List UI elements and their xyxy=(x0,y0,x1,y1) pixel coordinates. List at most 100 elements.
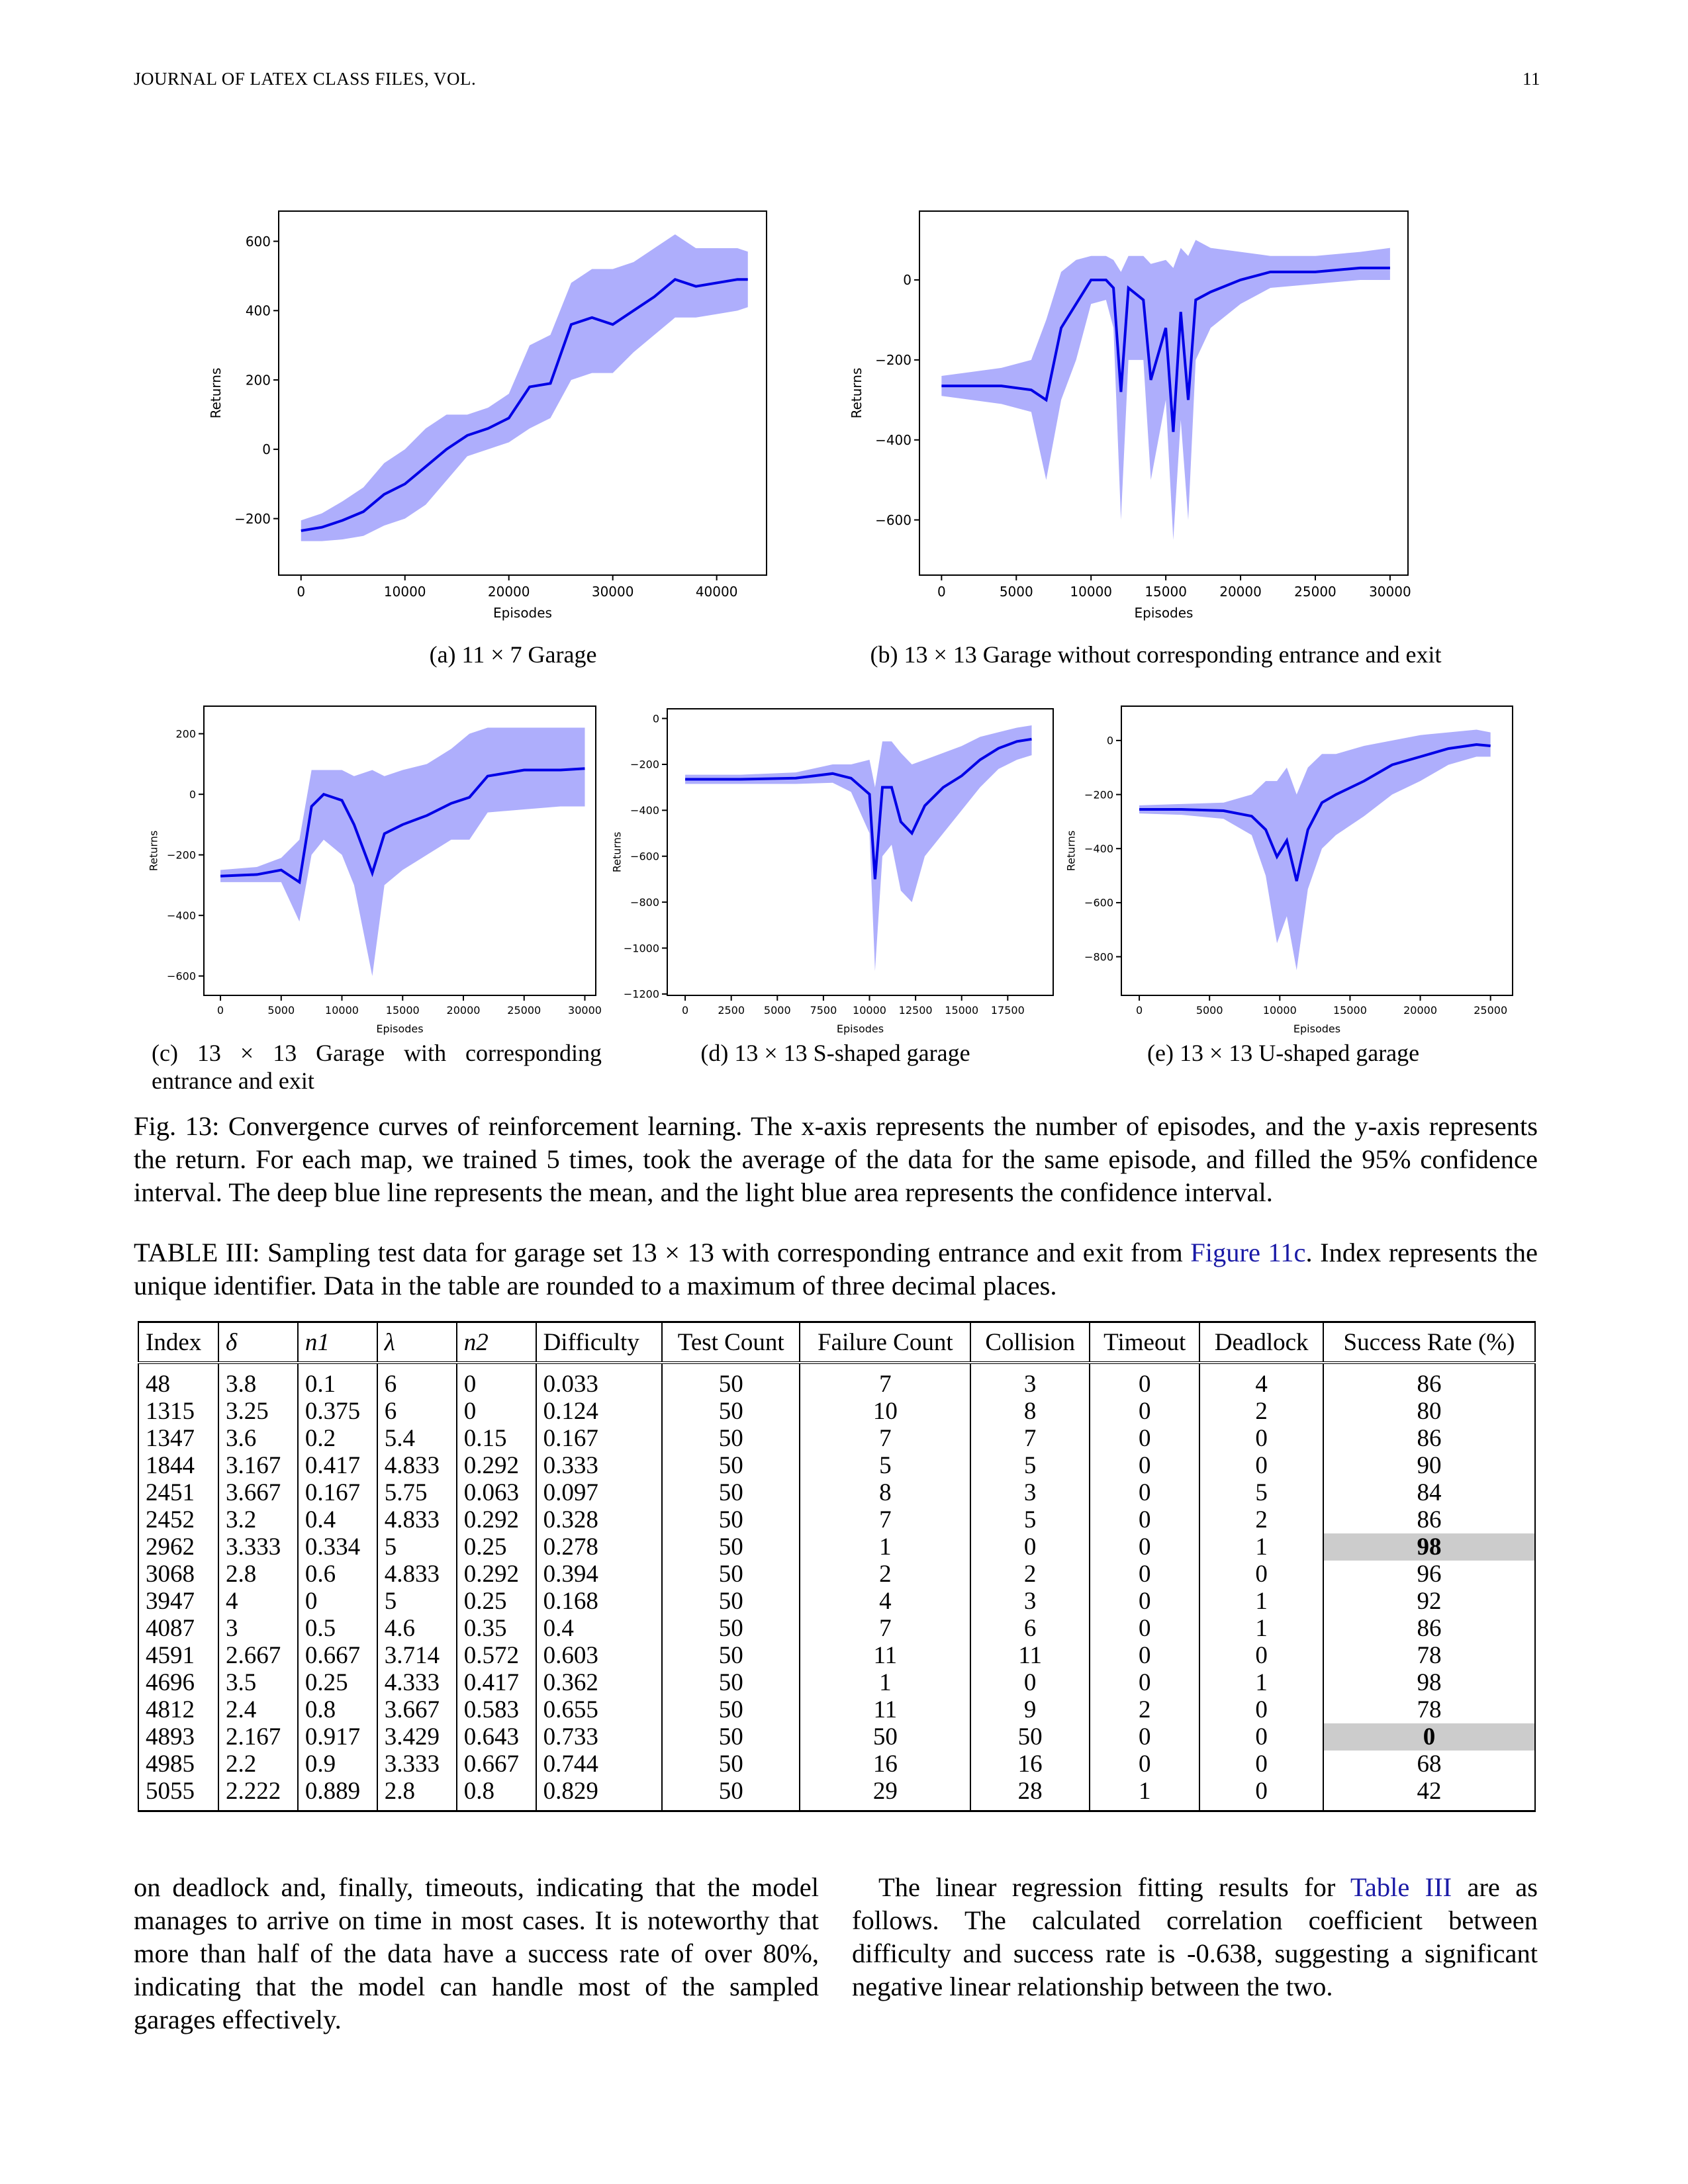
table-cell: 50 xyxy=(661,1642,800,1669)
y-tick-label: −200 xyxy=(167,848,196,861)
table-cell: 0.25 xyxy=(455,1533,536,1561)
table-cell: 11 xyxy=(970,1642,1090,1669)
table-cell: 4696 xyxy=(137,1669,219,1696)
table-cell: 86 xyxy=(1322,1506,1536,1533)
confidence-band xyxy=(220,727,585,976)
table-cell: 50 xyxy=(661,1723,800,1751)
x-tick-label: 40000 xyxy=(696,584,738,600)
x-tick-label: 10000 xyxy=(853,1004,886,1017)
table-cell: 50 xyxy=(661,1751,800,1778)
table-cell: 0.124 xyxy=(535,1398,663,1425)
axes-frame xyxy=(203,705,596,996)
table-cell: 3 xyxy=(970,1479,1090,1506)
subfigure-caption: (e) 13 × 13 U-shaped garage xyxy=(1147,1040,1420,1066)
y-tick-label: −1200 xyxy=(624,988,659,1001)
x-tick-label: 25000 xyxy=(507,1004,541,1017)
table-cell: 3 xyxy=(970,1363,1090,1398)
mean-line xyxy=(1139,743,1491,882)
x-tick-label: 15000 xyxy=(1145,584,1187,600)
table-cell: 4893 xyxy=(137,1723,219,1751)
table-cell: 50 xyxy=(661,1363,800,1398)
table-cell: 48 xyxy=(137,1363,219,1398)
y-tick-label: −600 xyxy=(875,512,912,528)
x-tick-label: 5000 xyxy=(1196,1004,1223,1017)
table-cell: 4.833 xyxy=(376,1452,457,1479)
table-cell: 4.833 xyxy=(376,1561,457,1588)
table-cell: 16 xyxy=(970,1751,1090,1778)
y-tick-label: −200 xyxy=(1084,788,1113,801)
x-axis-label: Episodes xyxy=(1135,605,1194,621)
table-cell: 50 xyxy=(661,1778,800,1811)
x-tick-label: 15000 xyxy=(1333,1004,1367,1017)
table-cell: 0.583 xyxy=(455,1696,536,1723)
y-axis-label: Returns xyxy=(849,368,865,419)
y-tick-label: 0 xyxy=(903,272,912,288)
caption-text: . Index represents the unique identifier… xyxy=(134,1238,1538,1300)
table-row: 4893 2.167 0.917 3.429 0.643 0.733 50 50 50 0 0 0 xyxy=(137,1723,1536,1751)
table-cell: 4.333 xyxy=(376,1669,457,1696)
table-cell: 3.5 xyxy=(218,1669,298,1696)
axes-frame xyxy=(278,210,767,576)
table-cell: 1315 xyxy=(137,1398,219,1425)
subfigure-caption: (d) 13 × 13 S-shaped garage xyxy=(700,1040,970,1066)
table-cell: 4.6 xyxy=(376,1615,457,1642)
table-cell: 0 xyxy=(1088,1588,1200,1615)
table-cell: 0.655 xyxy=(535,1696,663,1723)
table-cell: 50 xyxy=(799,1723,971,1751)
table-cell: 0 xyxy=(1199,1751,1323,1778)
table-cell: 50 xyxy=(661,1506,800,1533)
table-cell: 0.168 xyxy=(535,1588,663,1615)
column-header: Failure Count xyxy=(799,1322,971,1364)
table-cell: 3.667 xyxy=(376,1696,457,1723)
table-cell: 0.375 xyxy=(297,1398,377,1425)
table-cell: 0 xyxy=(1199,1452,1323,1479)
subplot: 0 5000 10000 15000 20000 25000 30000 −600 −400 −2… xyxy=(849,210,1411,621)
table-cell: 0.292 xyxy=(455,1561,536,1588)
x-tick-label: 0 xyxy=(1136,1004,1143,1017)
table-cell: 0.417 xyxy=(297,1452,377,1479)
table-cell: 90 xyxy=(1322,1452,1536,1479)
table-row: 2962 3.333 0.334 5 0.25 0.278 50 1 0 0 1 98 xyxy=(137,1533,1536,1561)
figure-link[interactable]: Figure 11c xyxy=(1190,1238,1306,1267)
table-row: 2452 3.2 0.4 4.833 0.292 0.328 50 7 5 0 2 86 xyxy=(137,1506,1536,1533)
table-cell: 0 xyxy=(1199,1642,1323,1669)
table-cell: 0 xyxy=(1088,1751,1200,1778)
table-cell: 50 xyxy=(661,1398,800,1425)
table-row: 3947 4 0 5 0.25 0.168 50 4 3 0 1 92 xyxy=(137,1588,1536,1615)
y-tick-label: −400 xyxy=(167,909,196,922)
table-cell: 50 xyxy=(661,1669,800,1696)
table-cell: 0 xyxy=(1088,1615,1200,1642)
x-tick-label: 12500 xyxy=(899,1004,933,1017)
column-header: λ xyxy=(376,1322,457,1364)
x-tick-label: 10000 xyxy=(1070,584,1112,600)
column-header: n1 xyxy=(297,1322,377,1364)
confidence-band xyxy=(685,725,1032,972)
table-cell: 6 xyxy=(970,1615,1090,1642)
table-row: 4087 3 0.5 4.6 0.35 0.4 50 7 6 0 1 86 xyxy=(137,1615,1536,1642)
table-cell: 0.643 xyxy=(455,1723,536,1751)
table-cell: 2 xyxy=(1199,1506,1323,1533)
y-tick-label: 400 xyxy=(246,303,271,319)
y-tick-label: −600 xyxy=(630,850,659,863)
table-cell: 0.8 xyxy=(297,1696,377,1723)
table-cell: 5 xyxy=(799,1452,971,1479)
table-cell: 0.829 xyxy=(535,1778,663,1811)
x-axis-label: Episodes xyxy=(493,605,552,621)
table-cell: 2.167 xyxy=(218,1723,298,1751)
x-tick-label: 5000 xyxy=(267,1004,295,1017)
y-tick-label: −600 xyxy=(167,970,196,982)
table-cell: 0.334 xyxy=(297,1533,377,1561)
y-tick-label: 0 xyxy=(189,788,196,801)
x-tick-label: 0 xyxy=(937,584,946,600)
y-tick-label: −400 xyxy=(1084,842,1113,855)
mean-line xyxy=(685,737,1032,880)
table-cell: 0.292 xyxy=(455,1506,536,1533)
y-axis-label: Returns xyxy=(611,832,624,872)
table-cell: 4812 xyxy=(137,1696,219,1723)
table-link[interactable]: Table III xyxy=(1350,1872,1452,1902)
x-tick-label: 10000 xyxy=(1263,1004,1297,1017)
column-header: δ xyxy=(218,1322,298,1364)
table-cell: 5 xyxy=(970,1452,1090,1479)
table-cell: 0.5 xyxy=(297,1615,377,1642)
running-header: JOURNAL OF LATEX CLASS FILES, VOL. xyxy=(134,69,477,89)
